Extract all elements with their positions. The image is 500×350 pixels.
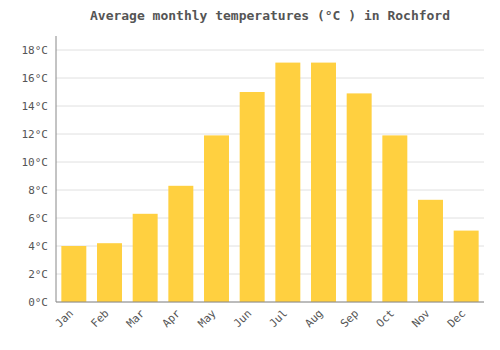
- page: {"chart_data": {"type": "bar", "title": …: [0, 0, 500, 350]
- y-tick-label: 12°C: [22, 128, 49, 141]
- bar: [97, 243, 122, 302]
- x-tick-label: Dec: [445, 307, 468, 330]
- bar: [454, 231, 479, 302]
- grid-line: [56, 134, 484, 135]
- x-tick-label: Sep: [338, 307, 361, 330]
- y-tick-label: 0°C: [28, 296, 48, 309]
- y-tick-label: 8°C: [28, 184, 48, 197]
- y-tick-label: 18°C: [22, 44, 49, 57]
- bar: [204, 135, 229, 302]
- grid-line: [56, 50, 484, 51]
- bars: [61, 63, 478, 302]
- grid-line: [56, 106, 484, 107]
- x-axis-line: [56, 302, 484, 303]
- chart: Average monthly temperatures (°C ) in Ro…: [0, 0, 500, 350]
- grid: [56, 50, 484, 302]
- x-tick-label: May: [195, 307, 219, 331]
- title: Average monthly temperatures (°C ) in Ro…: [90, 8, 450, 23]
- bar: [61, 246, 86, 302]
- x-tick-label: Jan: [53, 307, 76, 330]
- y-tick-label: 10°C: [22, 156, 49, 169]
- bar: [240, 92, 265, 302]
- x-tick-label: Jun: [231, 307, 254, 330]
- grid-line: [56, 162, 484, 163]
- y-tick-label: 14°C: [22, 100, 49, 113]
- y-tick-label: 2°C: [28, 268, 48, 281]
- bar: [311, 63, 336, 302]
- x-tick-label: Aug: [302, 307, 325, 330]
- y-tick-label: 16°C: [22, 72, 49, 85]
- bar: [418, 200, 443, 302]
- bar: [347, 93, 372, 302]
- y-tick-label: 6°C: [28, 212, 48, 225]
- grid-line: [56, 78, 484, 79]
- grid-line: [56, 302, 484, 303]
- x-tick-label: Nov: [409, 307, 433, 331]
- x-tick-label: Mar: [124, 307, 148, 331]
- bar: [382, 135, 407, 302]
- bar: [168, 186, 193, 302]
- bar: [133, 214, 158, 302]
- x-tick-label: Jul: [267, 307, 290, 330]
- y-axis-line: [56, 36, 57, 302]
- x-tick-label: Oct: [374, 307, 397, 330]
- x-tick-label: Feb: [88, 307, 111, 330]
- y-tick-label: 4°C: [28, 240, 48, 253]
- x-tick-label: Apr: [160, 307, 184, 331]
- grid-line: [56, 190, 484, 191]
- bar: [275, 63, 300, 302]
